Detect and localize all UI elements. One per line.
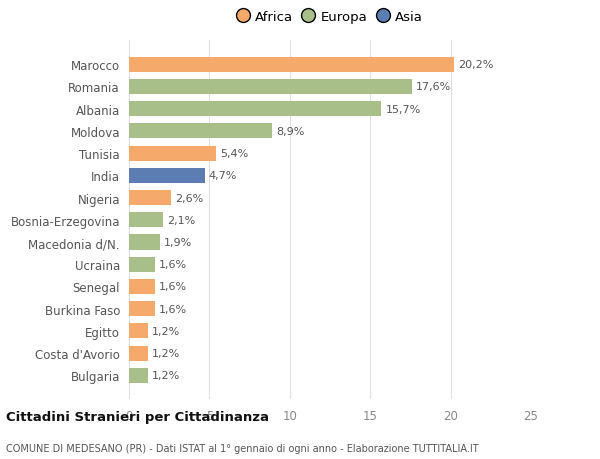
Legend: Africa, Europa, Asia: Africa, Europa, Asia [233, 7, 427, 28]
Text: 1,6%: 1,6% [159, 282, 187, 292]
Bar [129, 346, 148, 361]
Text: 1,9%: 1,9% [164, 237, 192, 247]
Text: 1,2%: 1,2% [152, 370, 181, 381]
Text: 20,2%: 20,2% [458, 60, 493, 70]
Bar [129, 235, 160, 250]
Text: 5,4%: 5,4% [220, 149, 248, 159]
Text: 1,2%: 1,2% [152, 348, 181, 358]
Text: Cittadini Stranieri per Cittadinanza: Cittadini Stranieri per Cittadinanza [6, 410, 269, 423]
Bar [129, 190, 171, 206]
Bar [129, 324, 148, 339]
Text: 2,1%: 2,1% [167, 215, 195, 225]
Bar [129, 302, 155, 317]
Bar [129, 279, 155, 294]
Bar [129, 124, 272, 139]
Bar [129, 146, 216, 162]
Text: 17,6%: 17,6% [416, 82, 451, 92]
Text: 8,9%: 8,9% [276, 127, 305, 137]
Bar [129, 368, 148, 383]
Bar [129, 257, 155, 272]
Bar [129, 80, 412, 95]
Text: 4,7%: 4,7% [209, 171, 237, 181]
Bar [129, 213, 163, 228]
Bar [129, 57, 454, 73]
Text: 2,6%: 2,6% [175, 193, 203, 203]
Text: 15,7%: 15,7% [385, 105, 421, 114]
Bar [129, 102, 382, 117]
Text: 1,6%: 1,6% [159, 304, 187, 314]
Text: 1,6%: 1,6% [159, 260, 187, 269]
Text: COMUNE DI MEDESANO (PR) - Dati ISTAT al 1° gennaio di ogni anno - Elaborazione T: COMUNE DI MEDESANO (PR) - Dati ISTAT al … [6, 443, 479, 453]
Text: 1,2%: 1,2% [152, 326, 181, 336]
Bar [129, 168, 205, 184]
